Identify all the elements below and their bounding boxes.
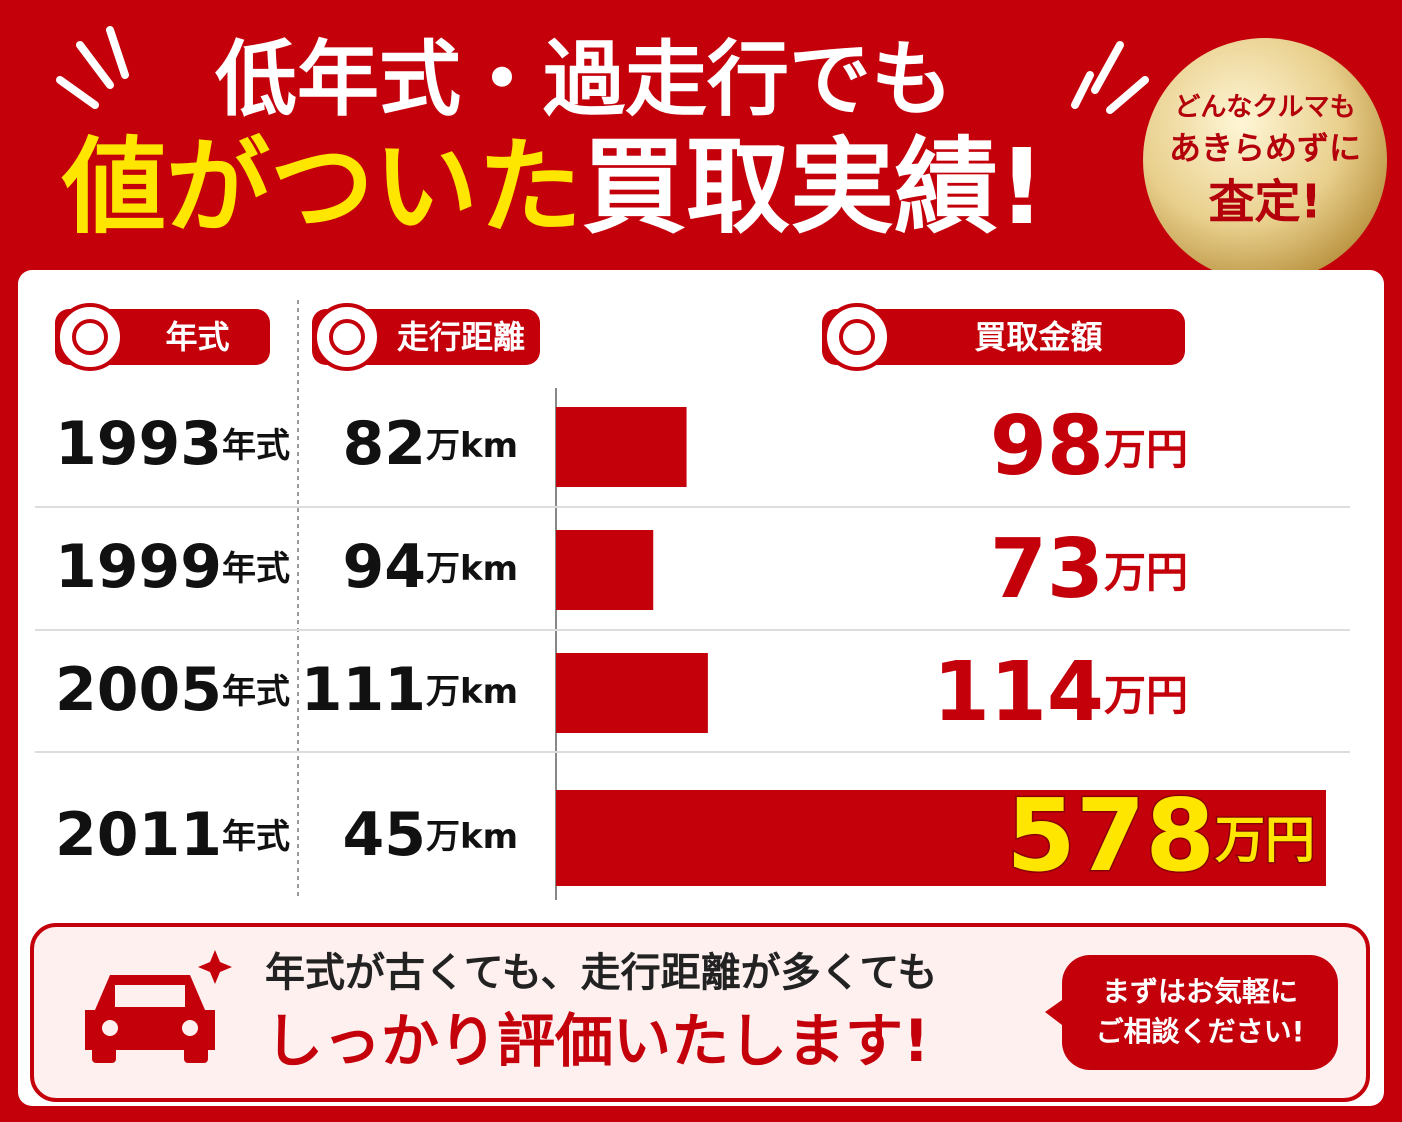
mileage-unit: 万km bbox=[426, 672, 518, 712]
value: 98 bbox=[990, 399, 1104, 494]
header-icon-inner bbox=[839, 319, 875, 355]
year: 2011 bbox=[55, 800, 222, 870]
value-unit: 万円 bbox=[1104, 548, 1188, 597]
value: 114 bbox=[933, 645, 1104, 740]
footer-box bbox=[30, 923, 1370, 1102]
year: 1993 bbox=[55, 409, 222, 479]
title-rest: 買取実績! bbox=[582, 126, 1045, 248]
mileage-label: 111万km bbox=[301, 655, 518, 725]
header-icon bbox=[56, 303, 124, 371]
badge-line2: あきらめずに bbox=[1169, 129, 1361, 167]
value-unit: 万円 bbox=[1215, 811, 1315, 869]
year-label: 1999年式 bbox=[55, 532, 290, 602]
column-header: 買取金額 bbox=[974, 318, 1102, 356]
value: 73 bbox=[990, 522, 1104, 617]
title-highlight: 値がついた bbox=[61, 126, 582, 248]
header-icon bbox=[313, 303, 381, 371]
car-icon bbox=[85, 950, 232, 1063]
column-header: 走行距離 bbox=[397, 318, 525, 356]
year-label: 2005年式 bbox=[55, 655, 290, 725]
mileage-unit: 万km bbox=[426, 817, 518, 857]
value-unit: 万円 bbox=[1104, 671, 1188, 720]
year-unit: 年式 bbox=[222, 672, 290, 712]
bar bbox=[556, 407, 687, 487]
bar bbox=[556, 653, 708, 733]
badge-line3: 査定! bbox=[1209, 175, 1322, 229]
value: 578 bbox=[1006, 777, 1215, 894]
mileage-label: 45万km bbox=[342, 800, 518, 870]
sparkle-right bbox=[1071, 41, 1149, 114]
year: 1999 bbox=[55, 532, 222, 602]
year: 2005 bbox=[55, 655, 222, 725]
mileage-label: 94万km bbox=[342, 532, 518, 602]
value-unit: 万円 bbox=[1104, 425, 1188, 474]
value-label: 73万円 bbox=[990, 522, 1188, 617]
badge-line1: どんなクルマも bbox=[1174, 93, 1355, 123]
year-unit: 年式 bbox=[222, 426, 290, 466]
message-line2: しっかり評価いたします! bbox=[265, 1007, 929, 1075]
bar bbox=[556, 790, 1326, 886]
message-line1: 年式が古くても、走行距離が多くても bbox=[265, 950, 937, 996]
badge bbox=[1143, 38, 1387, 282]
bubble-line1: まずはお気軽に bbox=[1102, 975, 1298, 1008]
bar bbox=[556, 530, 654, 610]
mileage: 45 bbox=[342, 800, 426, 870]
header-icon-inner bbox=[72, 319, 108, 355]
year-unit: 年式 bbox=[222, 817, 290, 857]
value-label: 578万円 bbox=[1006, 777, 1315, 894]
year-label: 1993年式 bbox=[55, 409, 290, 479]
bubble-line2: ご相談ください! bbox=[1096, 1015, 1305, 1048]
header-pill bbox=[822, 309, 1185, 365]
speech-bubble bbox=[1045, 955, 1338, 1070]
mileage: 111 bbox=[301, 655, 426, 725]
sparkle-left bbox=[56, 26, 129, 109]
header-icon bbox=[823, 303, 891, 371]
year-label: 2011年式 bbox=[55, 800, 290, 870]
title-line2: 値がついた買取実績! bbox=[61, 126, 1045, 248]
title-line1: 低年式・過走行でも bbox=[215, 32, 953, 127]
column-header: 年式 bbox=[165, 318, 229, 356]
mileage-unit: 万km bbox=[426, 549, 518, 589]
value-label: 114万円 bbox=[933, 645, 1188, 740]
mileage: 94 bbox=[342, 532, 426, 602]
header-icon-inner bbox=[329, 319, 365, 355]
mileage-label: 82万km bbox=[342, 409, 518, 479]
mileage-unit: 万km bbox=[426, 426, 518, 466]
value-label: 98万円 bbox=[990, 399, 1188, 494]
year-unit: 年式 bbox=[222, 549, 290, 589]
mileage: 82 bbox=[342, 409, 426, 479]
